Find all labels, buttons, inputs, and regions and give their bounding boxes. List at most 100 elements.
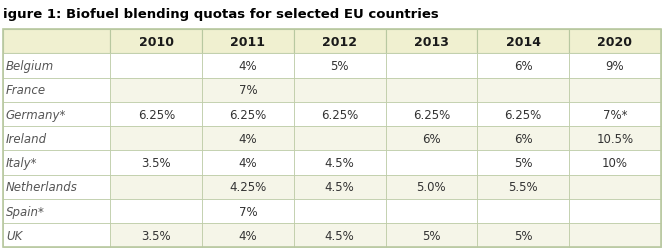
Bar [111, 223, 202, 248]
Bar [202, 175, 294, 199]
Bar [477, 54, 569, 78]
Text: 6.25%: 6.25% [321, 108, 358, 121]
Text: 5%: 5% [422, 229, 441, 242]
Bar [3, 54, 111, 78]
Bar [202, 223, 294, 248]
Bar [477, 199, 569, 223]
Text: 4.5%: 4.5% [325, 156, 355, 170]
Bar [385, 175, 477, 199]
Text: 3.5%: 3.5% [142, 156, 171, 170]
Text: Germany*: Germany* [6, 108, 66, 121]
Bar [111, 127, 202, 151]
Text: 4%: 4% [239, 229, 258, 242]
Text: 4.5%: 4.5% [325, 229, 355, 242]
Text: Ireland: Ireland [6, 132, 47, 145]
Text: 3.5%: 3.5% [142, 229, 171, 242]
Text: 2014: 2014 [506, 36, 541, 49]
Bar [111, 175, 202, 199]
Text: 5%: 5% [330, 60, 349, 73]
Text: UK: UK [6, 229, 23, 242]
Bar [477, 151, 569, 175]
Bar [3, 78, 111, 102]
Bar [3, 30, 111, 54]
Text: 4.5%: 4.5% [325, 180, 355, 194]
Bar [385, 223, 477, 248]
Text: 6.25%: 6.25% [138, 108, 175, 121]
Bar [3, 102, 111, 127]
Text: Belgium: Belgium [6, 60, 54, 73]
Bar [202, 78, 294, 102]
Text: 5.0%: 5.0% [416, 180, 446, 194]
Text: 2020: 2020 [597, 36, 632, 49]
Text: 6%: 6% [514, 60, 532, 73]
Text: 4%: 4% [239, 60, 258, 73]
Bar [477, 30, 569, 54]
Bar [385, 102, 477, 127]
Text: 2012: 2012 [322, 36, 357, 49]
Bar [477, 127, 569, 151]
Text: igure 1: Biofuel blending quotas for selected EU countries: igure 1: Biofuel blending quotas for sel… [3, 8, 439, 20]
Bar [569, 199, 661, 223]
Text: 6%: 6% [422, 132, 441, 145]
Bar [202, 151, 294, 175]
Bar [111, 199, 202, 223]
Bar [202, 102, 294, 127]
Bar [477, 223, 569, 248]
Bar [3, 151, 111, 175]
Bar [569, 54, 661, 78]
Text: 4%: 4% [239, 132, 258, 145]
Bar [477, 102, 569, 127]
Text: 2010: 2010 [139, 36, 174, 49]
Bar [294, 175, 385, 199]
Text: 10%: 10% [602, 156, 628, 170]
Bar [385, 78, 477, 102]
Bar [569, 151, 661, 175]
Text: 7%: 7% [239, 205, 258, 218]
Bar [202, 54, 294, 78]
Text: 7%*: 7%* [602, 108, 627, 121]
Bar [202, 127, 294, 151]
Bar [477, 78, 569, 102]
Text: 4.25%: 4.25% [229, 180, 267, 194]
Bar [385, 30, 477, 54]
Text: Netherlands: Netherlands [6, 180, 78, 194]
Bar [569, 78, 661, 102]
Bar [202, 30, 294, 54]
Bar [202, 199, 294, 223]
Text: 6.25%: 6.25% [413, 108, 450, 121]
Bar [3, 30, 661, 248]
Bar [385, 151, 477, 175]
Bar [111, 151, 202, 175]
Text: 10.5%: 10.5% [596, 132, 634, 145]
Bar [385, 127, 477, 151]
Bar [569, 175, 661, 199]
Text: 9%: 9% [606, 60, 624, 73]
Bar [111, 102, 202, 127]
Bar [3, 127, 111, 151]
Text: 4%: 4% [239, 156, 258, 170]
Text: Spain*: Spain* [6, 205, 45, 218]
Text: 5%: 5% [514, 229, 532, 242]
Text: 5.5%: 5.5% [508, 180, 538, 194]
Bar [569, 223, 661, 248]
Text: France: France [6, 84, 46, 97]
Text: 2011: 2011 [230, 36, 265, 49]
Bar [294, 127, 385, 151]
Bar [294, 78, 385, 102]
Bar [569, 102, 661, 127]
Bar [294, 199, 385, 223]
Bar [569, 30, 661, 54]
Bar [294, 151, 385, 175]
Text: 2013: 2013 [414, 36, 449, 49]
Bar [111, 54, 202, 78]
Bar [3, 175, 111, 199]
Bar [3, 199, 111, 223]
Text: 6.25%: 6.25% [229, 108, 267, 121]
Bar [3, 223, 111, 248]
Bar [477, 175, 569, 199]
Bar [294, 54, 385, 78]
Bar [385, 54, 477, 78]
Text: 6%: 6% [514, 132, 532, 145]
Bar [569, 127, 661, 151]
Bar [111, 78, 202, 102]
